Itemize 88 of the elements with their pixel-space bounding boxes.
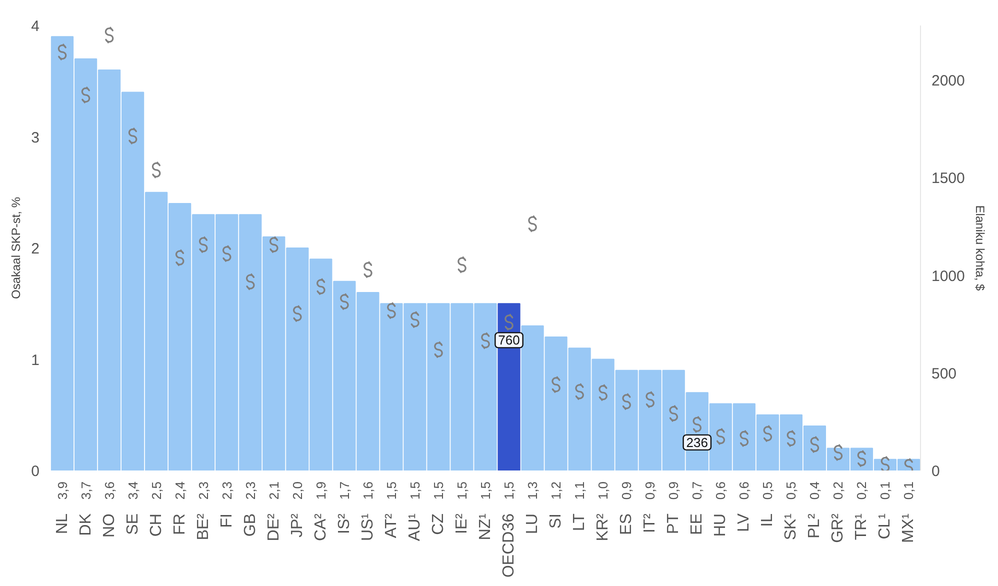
x-tick-label: CA²	[312, 512, 330, 542]
x-tick-label: LT	[571, 513, 588, 531]
data-label: 1,5	[454, 481, 470, 500]
data-label: 0,2	[854, 481, 870, 500]
x-tick-label: TR¹	[853, 514, 870, 540]
x-tick-label: SI	[548, 513, 565, 529]
data-label: 1,5	[478, 481, 493, 500]
x-tick-label: OECD36	[500, 513, 518, 578]
x-tick-label: LU	[524, 514, 542, 534]
y-axis-title: Osakaal SKP-st, %	[9, 196, 24, 300]
data-label: 1,7	[336, 481, 352, 500]
x-tick-label: HU	[712, 514, 730, 537]
data-label: 0,1	[878, 481, 893, 500]
y2-axis-title: Elaniku kohta, $	[972, 205, 987, 292]
data-label: 0,5	[760, 481, 776, 500]
x-tick-label: PL²	[806, 512, 824, 538]
x-tick-label: EE	[688, 514, 706, 535]
data-label: 0,1	[901, 481, 916, 500]
data-label: 0,6	[713, 481, 728, 500]
x-tick-label: JP²	[288, 512, 306, 538]
x-tick-label: BE²	[194, 512, 212, 540]
data-label: 3,4	[125, 481, 140, 500]
x-tick-label: IS²	[336, 512, 353, 534]
data-label: 1,3	[525, 481, 540, 500]
x-tick-label: CL¹	[876, 514, 894, 540]
data-label: 1,5	[384, 481, 399, 500]
x-tick-label: MX¹	[900, 514, 918, 543]
data-label: 0,9	[619, 481, 634, 500]
data-label: 0,9	[666, 481, 682, 500]
data-label: 0,9	[642, 481, 658, 500]
data-label: 3,6	[102, 481, 117, 500]
y2-tick-label: 500	[932, 365, 957, 382]
data-label: 3,9	[54, 481, 70, 500]
y-tick-label: 1	[31, 352, 40, 369]
data-label: 1,1	[572, 481, 588, 500]
y2-tick-label: 1500	[932, 170, 965, 188]
y-tick-label: 2	[31, 240, 40, 258]
data-label: 0,2	[830, 481, 846, 500]
data-label: 2,3	[219, 481, 234, 500]
data-label: 1,5	[502, 481, 517, 500]
data-label: 0,6	[736, 481, 752, 500]
data-label: 2,0	[290, 481, 305, 500]
x-tick-label: IL	[759, 513, 776, 527]
y-tick-label: 3	[31, 129, 40, 146]
x-tick-label: NO	[100, 514, 118, 538]
x-tick-label: GB	[242, 513, 259, 537]
data-label: 1,9	[313, 481, 328, 500]
y-tick-label: 4	[31, 18, 40, 35]
x-tick-label: GR²	[830, 512, 847, 543]
data-label: 1,0	[596, 481, 611, 500]
y2-tick-label: 1000	[932, 268, 965, 285]
x-tick-label: US¹	[359, 513, 376, 542]
y2-tick-label: 2000	[932, 72, 965, 90]
x-tick-label: KR²	[594, 512, 612, 542]
x-tick-label: SE	[124, 514, 142, 535]
data-label: 2,5	[148, 481, 164, 500]
data-label: 0,7	[690, 481, 705, 500]
x-tick-label: IE²	[453, 512, 470, 534]
x-tick-label: NL	[54, 513, 71, 534]
data-label: 1,5	[430, 481, 446, 500]
data-label: 2,3	[242, 481, 258, 500]
x-tick-label: CH	[148, 514, 165, 537]
x-tick-label: LV	[736, 513, 753, 532]
x-tick-label: ES	[618, 514, 636, 535]
y2-tick-label: 0	[932, 463, 940, 480]
data-label: 760	[498, 332, 520, 348]
data-label: 0,5	[784, 481, 799, 500]
x-tick-label: AU¹	[406, 513, 424, 542]
x-tick-label: PT	[665, 513, 682, 534]
data-label: 236	[686, 434, 708, 450]
data-label: 1,2	[548, 481, 564, 500]
x-tick-label: AT²	[382, 512, 400, 538]
x-tick-label: IT²	[642, 512, 659, 534]
x-tick-label: SK¹	[782, 514, 800, 540]
x-tick-label: FI	[218, 514, 236, 528]
data-label: 2,4	[172, 481, 188, 500]
x-tick-label: NZ¹	[477, 514, 494, 540]
x-tick-label: CZ	[430, 513, 447, 535]
data-label: 2,3	[196, 481, 211, 500]
x-tick-label: DK	[77, 513, 94, 536]
x-tick-label: FR	[171, 514, 188, 535]
data-label: 0,4	[807, 481, 822, 500]
data-label: 1,5	[407, 481, 422, 500]
data-label: 1,6	[360, 481, 376, 500]
x-tick-label: DE²	[265, 512, 282, 542]
data-label: 2,1	[266, 481, 282, 500]
y-tick-label: 0	[31, 463, 40, 480]
data-label: 3,7	[78, 481, 94, 500]
